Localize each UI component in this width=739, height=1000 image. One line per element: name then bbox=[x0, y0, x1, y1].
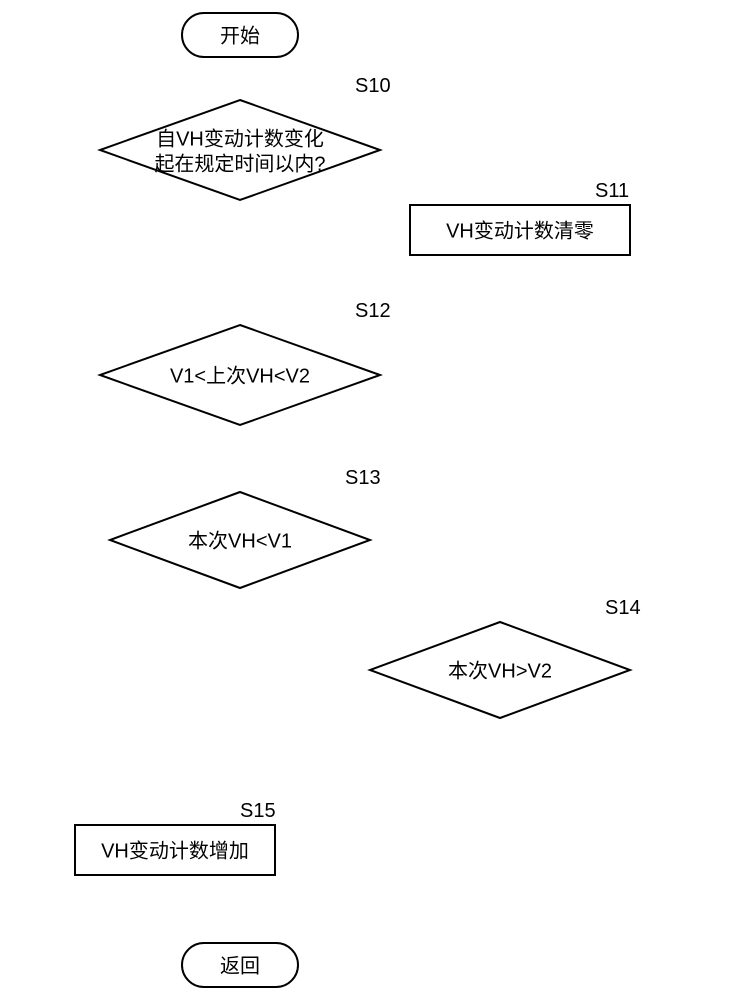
svg-text:本次VH>V2: 本次VH>V2 bbox=[448, 659, 552, 682]
svg-text:自VH变动计数变化: 自VH变动计数变化 bbox=[156, 127, 324, 150]
svg-text:开始: 开始 bbox=[220, 24, 260, 47]
svg-text:本次VH<V1: 本次VH<V1 bbox=[188, 529, 292, 552]
svg-text:返回: 返回 bbox=[220, 954, 260, 977]
svg-text:V1<上次VH<V2: V1<上次VH<V2 bbox=[170, 364, 310, 387]
svg-text:起在规定时间以内?: 起在规定时间以内? bbox=[154, 152, 325, 175]
svg-text:S13: S13 bbox=[345, 467, 381, 489]
svg-text:S10: S10 bbox=[355, 75, 391, 97]
svg-text:VH变动计数增加: VH变动计数增加 bbox=[101, 839, 249, 862]
svg-text:S11: S11 bbox=[595, 180, 629, 202]
svg-text:S12: S12 bbox=[355, 300, 391, 322]
svg-text:VH变动计数清零: VH变动计数清零 bbox=[446, 219, 594, 242]
svg-text:S15: S15 bbox=[240, 800, 276, 822]
svg-text:S14: S14 bbox=[605, 597, 641, 619]
